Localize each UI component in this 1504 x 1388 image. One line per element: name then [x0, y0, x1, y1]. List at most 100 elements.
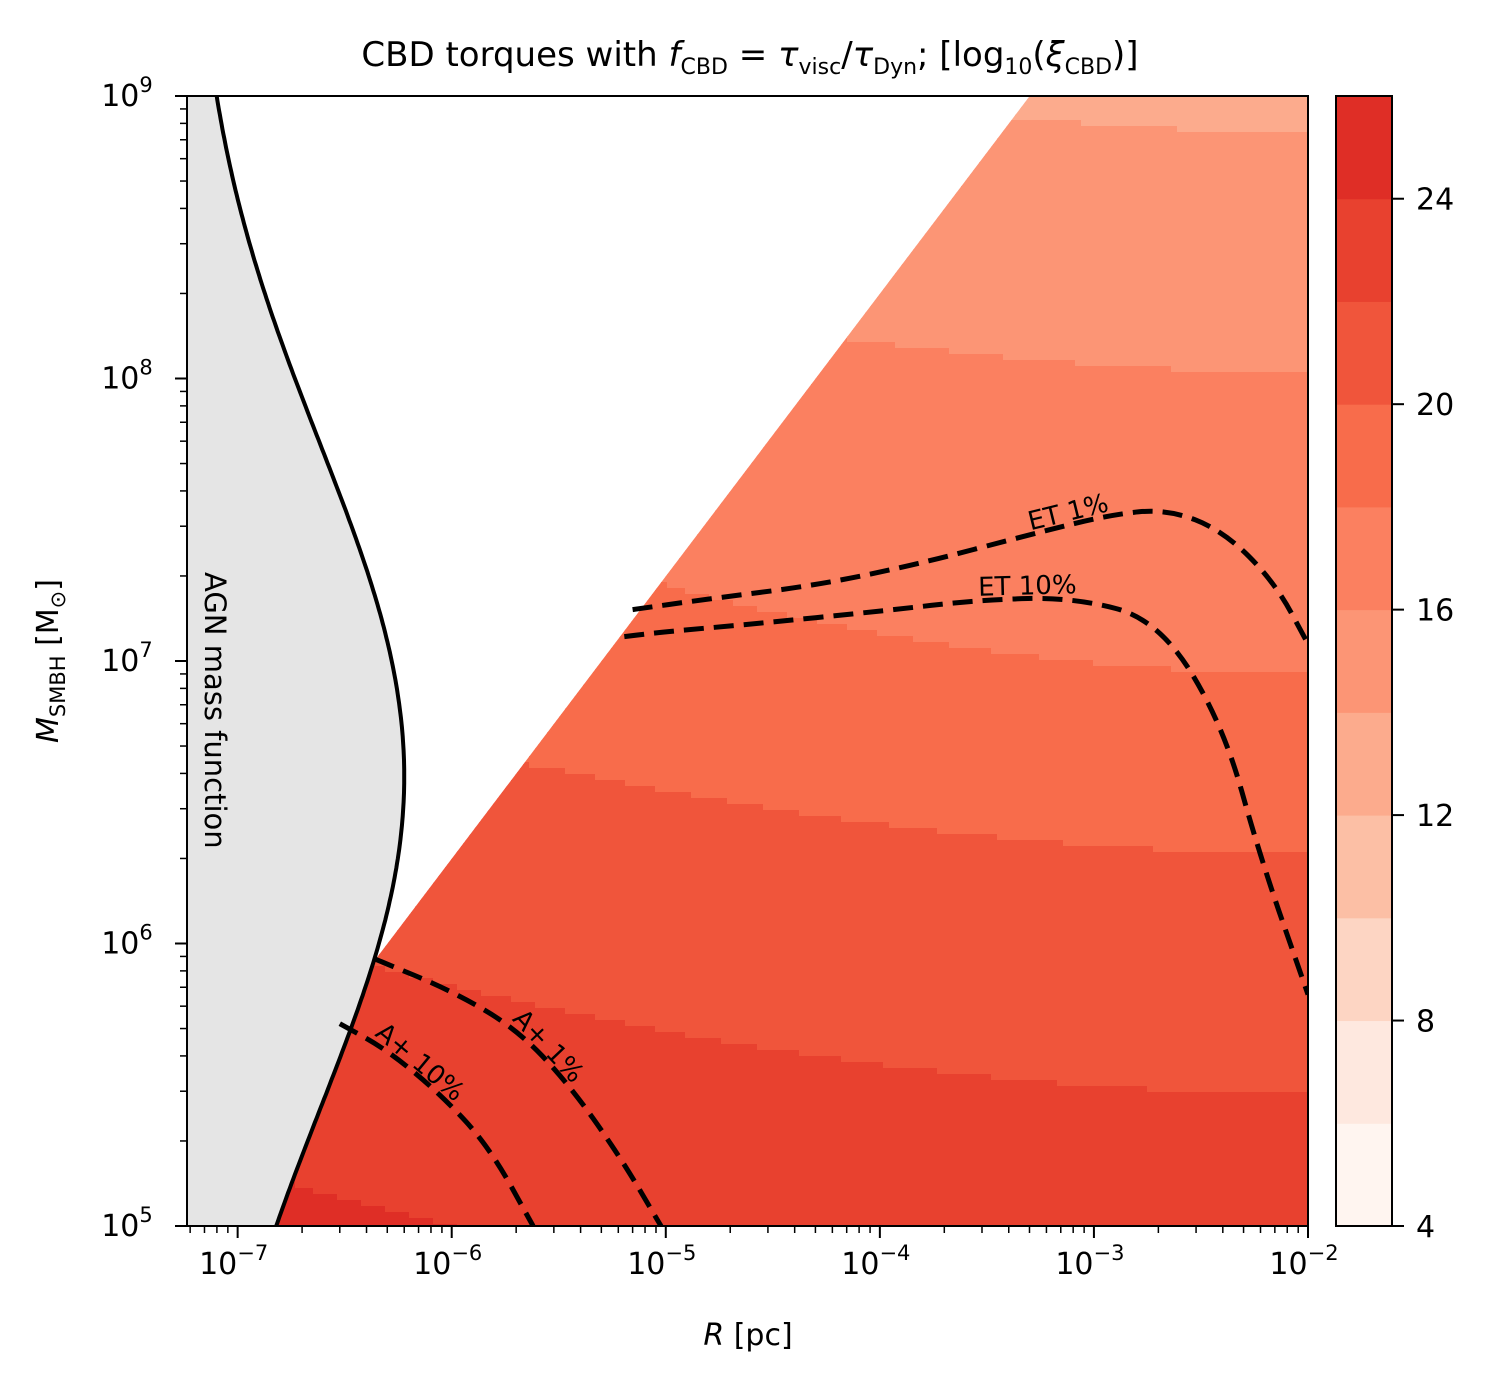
field-cell	[1093, 132, 1100, 139]
field-cell	[1303, 210, 1308, 217]
field-cell	[1021, 222, 1028, 229]
field-cell	[967, 186, 974, 193]
field-cell	[1285, 132, 1292, 139]
field-cell	[1273, 120, 1280, 127]
field-cell	[1231, 246, 1238, 253]
field-cell	[1285, 204, 1292, 211]
field-cell	[1285, 138, 1292, 145]
field-cell	[1021, 138, 1028, 145]
field-cell	[1291, 108, 1298, 115]
field-cell	[1111, 156, 1118, 163]
field-cell	[1291, 162, 1298, 169]
field-cell	[1105, 168, 1112, 175]
field-cell	[1141, 240, 1148, 247]
field-cell	[1183, 180, 1190, 187]
field-cell	[1165, 186, 1172, 193]
field-cell	[1123, 126, 1130, 133]
field-cell	[1123, 168, 1130, 175]
field-cell	[1141, 168, 1148, 175]
field-cell	[1261, 168, 1268, 175]
field-cell	[1009, 192, 1016, 199]
field-cell	[1225, 156, 1232, 163]
field-cell	[1063, 156, 1070, 163]
field-cell	[1147, 114, 1154, 121]
field-cell	[1135, 186, 1142, 193]
field-cell	[1033, 186, 1040, 193]
field-cell	[1075, 198, 1082, 205]
field-cell	[1201, 102, 1208, 109]
field-cell	[1051, 246, 1058, 253]
field-cell	[1009, 168, 1016, 175]
field-cell	[1195, 114, 1202, 121]
field-cell	[1081, 210, 1088, 217]
field-cell	[1027, 162, 1034, 169]
field-cell	[1291, 234, 1298, 241]
field-cell	[1147, 162, 1154, 169]
field-cell	[1009, 234, 1016, 241]
field-cell	[1285, 180, 1292, 187]
field-cell	[1141, 228, 1148, 235]
field-cell	[1087, 120, 1094, 127]
field-cell	[1027, 144, 1034, 151]
field-cell	[991, 240, 998, 247]
field-cell	[1159, 186, 1166, 193]
field-cell	[1123, 246, 1130, 253]
field-cell	[1231, 156, 1238, 163]
field-cell	[961, 228, 968, 235]
field-cell	[1177, 132, 1184, 139]
field-cell	[1069, 114, 1076, 121]
field-cell	[1303, 168, 1308, 175]
field-cell	[1135, 168, 1142, 175]
field-cell	[1267, 162, 1274, 169]
field-cell	[1219, 138, 1226, 145]
field-cell	[1177, 174, 1184, 181]
field-cell	[1039, 126, 1046, 133]
field-cell	[1153, 240, 1160, 247]
field-cell	[1087, 222, 1094, 229]
field-cell	[1159, 114, 1166, 121]
field-cell	[1099, 108, 1106, 115]
field-cell	[967, 198, 974, 205]
field-cell	[1045, 126, 1052, 133]
field-cell	[997, 222, 1004, 229]
field-cell	[1189, 246, 1196, 253]
field-cell	[997, 240, 1004, 247]
field-cell	[1075, 168, 1082, 175]
field-cell	[1039, 108, 1046, 115]
field-cell	[1141, 222, 1148, 229]
field-cell	[1165, 120, 1172, 127]
field-cell	[1153, 198, 1160, 205]
field-cell	[1123, 150, 1130, 157]
field-cell	[1243, 162, 1250, 169]
field-cell	[949, 210, 956, 217]
field-cell	[1003, 246, 1010, 253]
field-cell	[1207, 156, 1214, 163]
field-cell	[955, 240, 962, 247]
field-cell	[1093, 180, 1100, 187]
field-cell	[1225, 228, 1232, 235]
field-cell	[1183, 216, 1190, 223]
field-cell	[1165, 102, 1172, 109]
field-cell	[1171, 198, 1178, 205]
field-cell	[949, 234, 956, 241]
field-cell	[943, 246, 950, 253]
field-cell	[1297, 96, 1304, 103]
field-cell	[1189, 150, 1196, 157]
field-cell	[1051, 144, 1058, 151]
field-cell	[1021, 144, 1028, 151]
field-cell	[1297, 216, 1304, 223]
field-cell	[1171, 180, 1178, 187]
field-cell	[1213, 180, 1220, 187]
field-cell	[973, 186, 980, 193]
field-cell	[943, 252, 950, 259]
field-cell	[1111, 138, 1118, 145]
field-cell	[1093, 114, 1100, 121]
field-cell	[1189, 108, 1196, 115]
field-cell	[1279, 120, 1286, 127]
field-cell	[1003, 240, 1010, 247]
field-cell	[1261, 234, 1268, 241]
field-cell	[997, 246, 1004, 253]
field-cell	[1027, 222, 1034, 229]
field-cell	[973, 246, 980, 253]
field-cell	[1117, 180, 1124, 187]
